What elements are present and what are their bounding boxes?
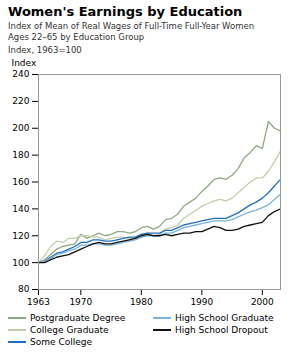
svg-text:100: 100 (12, 258, 29, 268)
html-text:Postgraduate Degree: Postgraduate Degree (30, 313, 126, 323)
svg-text:240: 240 (12, 69, 29, 79)
svg-text:120: 120 (12, 231, 29, 241)
html-text:Some College: Some College (30, 337, 92, 347)
html-text:Index of Mean of Real Wages of: Index of Mean of Real Wages of Full-Time… (8, 21, 255, 31)
html-text:High School Dropout: High School Dropout (175, 325, 268, 335)
svg-text:1990: 1990 (190, 297, 213, 307)
svg-text:200: 200 (12, 123, 29, 133)
svg-text:160: 160 (12, 177, 29, 187)
svg-text:140: 140 (12, 204, 29, 214)
html-text:Index, 1963=100: Index, 1963=100 (8, 45, 82, 55)
html-text:Women's Earnings by Education: Women's Earnings by Education (8, 4, 243, 19)
html-text:College Graduate: College Graduate (30, 325, 109, 335)
svg-text:220: 220 (12, 96, 29, 106)
svg-text:Index: Index (12, 58, 37, 68)
svg-text:1980: 1980 (130, 297, 153, 307)
svg-text:1963: 1963 (27, 297, 50, 307)
svg-text:80: 80 (18, 284, 30, 294)
svg-text:2000: 2000 (251, 297, 274, 307)
html-text:High School Graduate: High School Graduate (175, 313, 274, 323)
svg-text:180: 180 (12, 150, 29, 160)
svg-text:1970: 1970 (69, 297, 92, 307)
html-text:Ages 22–65 by Education Group: Ages 22–65 by Education Group (8, 32, 145, 42)
